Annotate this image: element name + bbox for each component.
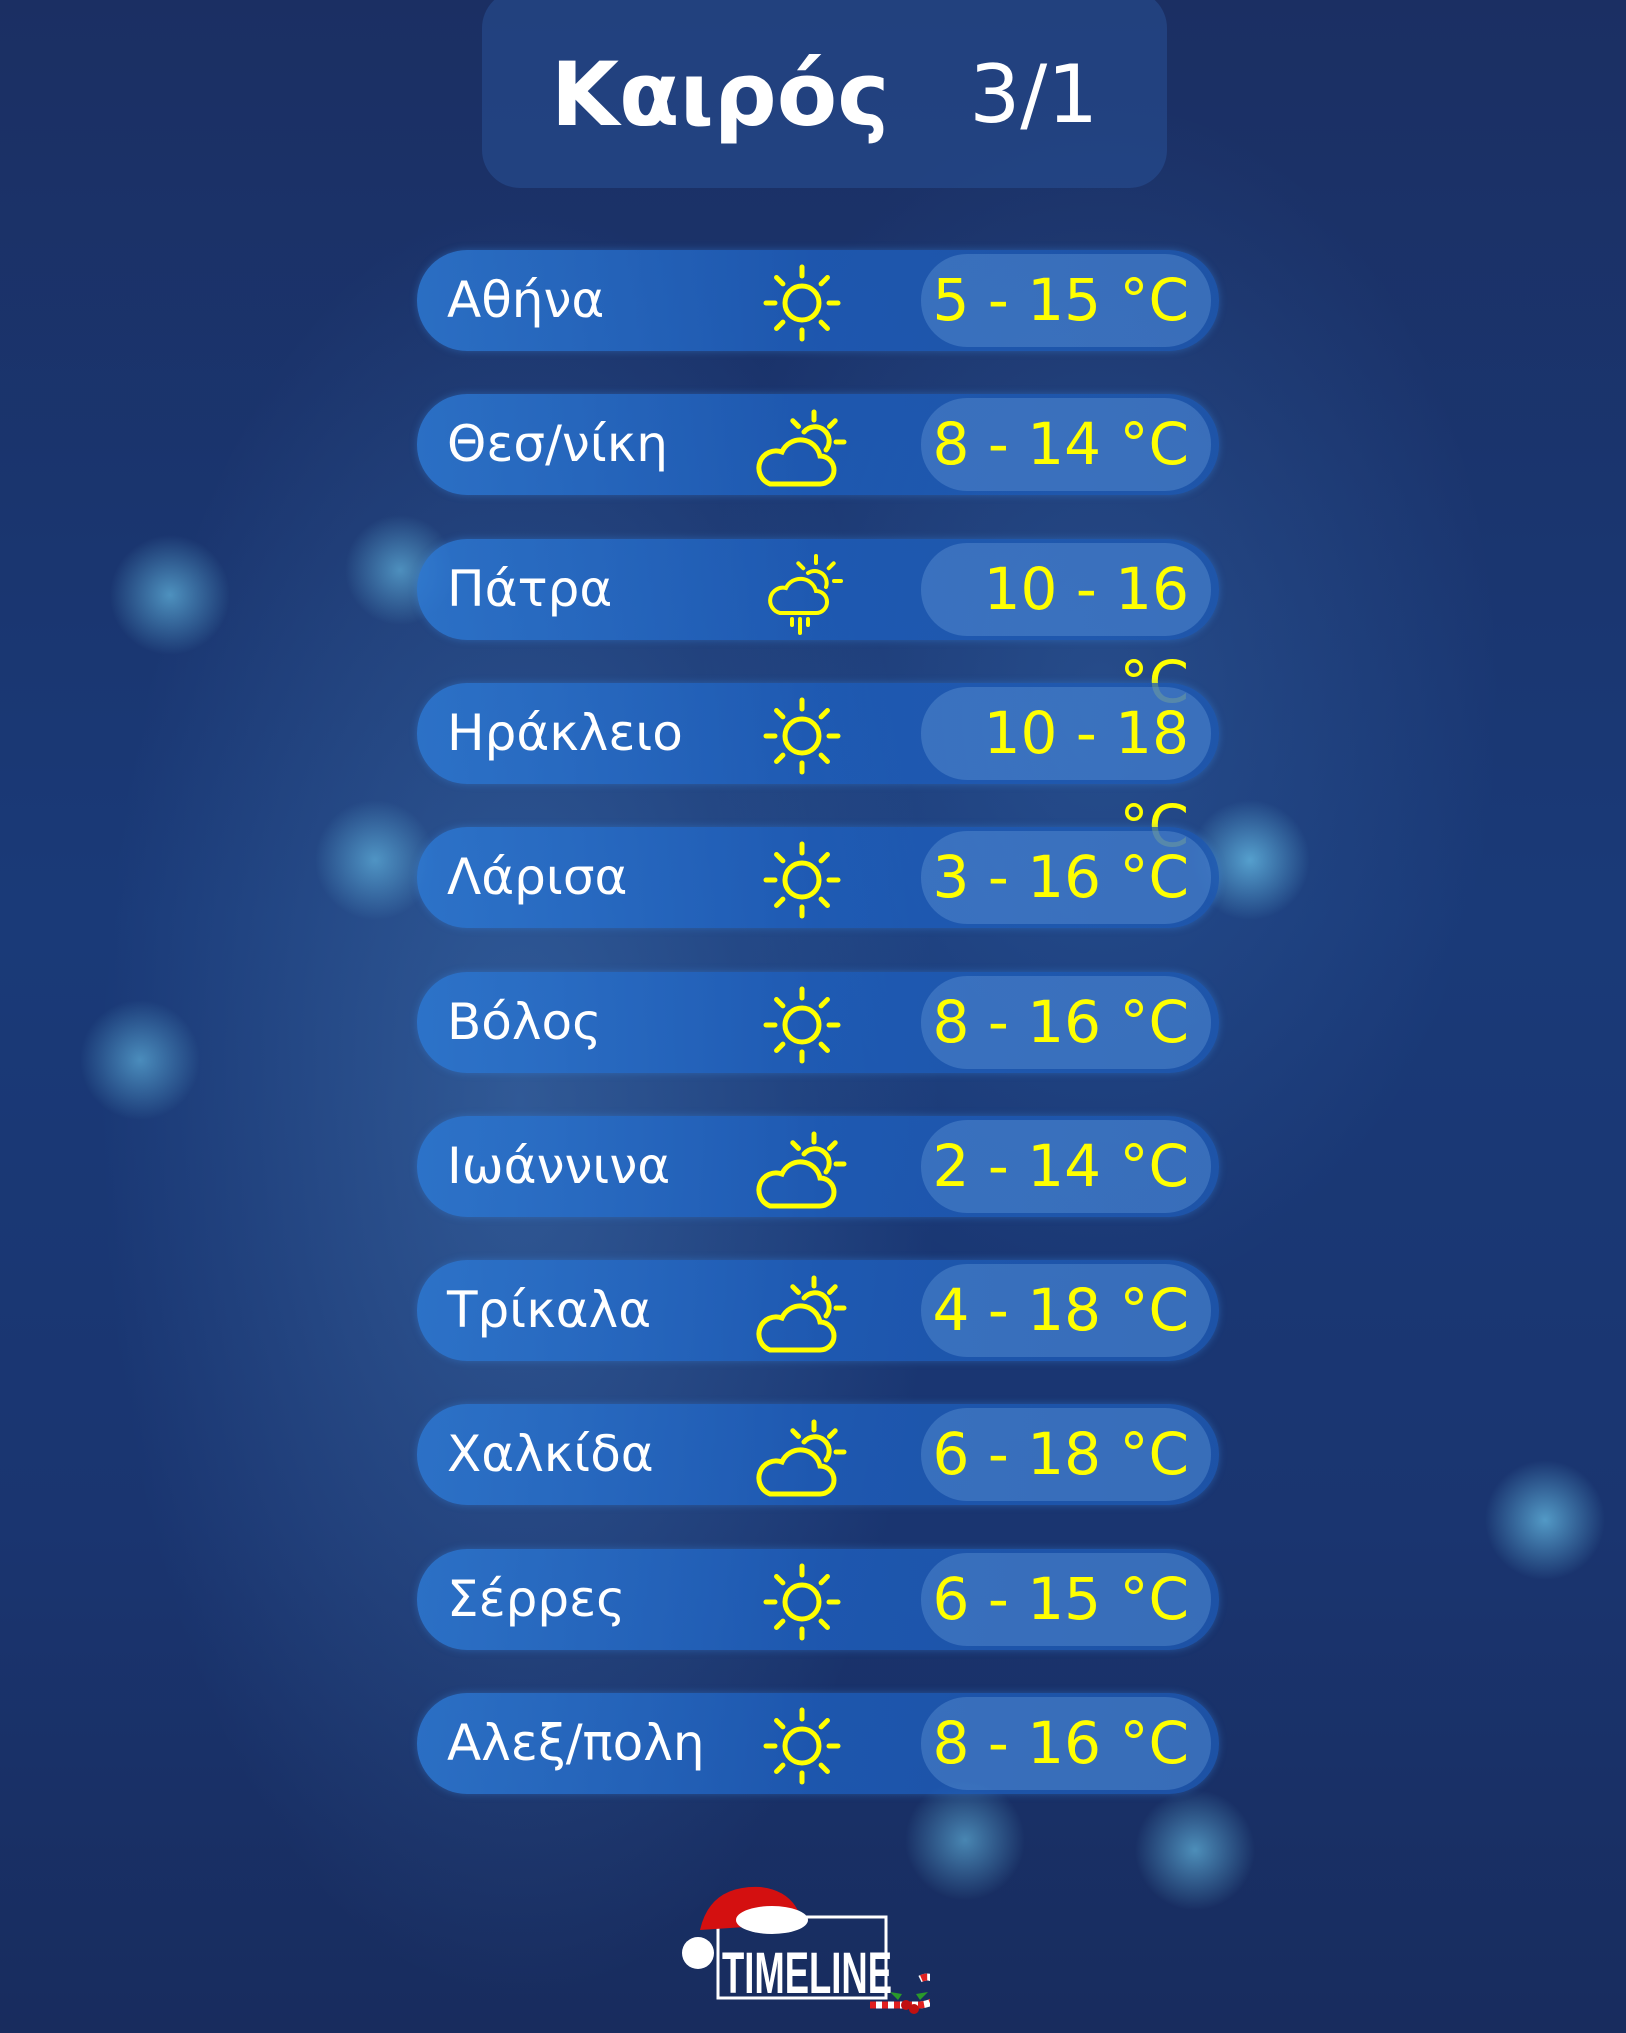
forecast-row: Θεσ/νίκη 8 - 14 °C xyxy=(417,394,1219,496)
forecast-row: Χαλκίδα 6 - 18 °C xyxy=(417,1404,1219,1506)
forecast-row: Αλεξ/πολη 8 - 16 °C xyxy=(417,1693,1219,1794)
forecast-row: Λάρισα 3 - 16 °C xyxy=(417,827,1219,929)
forecast-row: Τρίκαλα 4 - 18 °C xyxy=(417,1260,1219,1362)
temperature-range: 2 - 14 °C xyxy=(921,1119,1211,1213)
sun-icon xyxy=(763,264,841,342)
forecast-row: Ηράκλειο 10 - 18 °C xyxy=(417,682,1219,860)
partly-cloudy-rain-icon xyxy=(768,553,843,635)
city-name: Θεσ/νίκη xyxy=(447,415,668,474)
forecast-row: Πάτρα 10 - 16 °C xyxy=(417,538,1219,716)
forecast-row: Σέρρες 6 - 15 °C xyxy=(417,1548,1219,1650)
sun-icon xyxy=(763,1707,841,1785)
sun-icon xyxy=(763,697,841,775)
logo-text: TIMELINE xyxy=(722,1941,892,2006)
city-name: Ιωάννινα xyxy=(447,1136,671,1195)
temperature-range: 5 - 15 °C xyxy=(921,254,1211,347)
city-name: Ηράκλειο xyxy=(447,703,683,762)
temperature-range: 10 - 18 °C xyxy=(921,686,1211,860)
partly-cloudy-icon xyxy=(756,1131,847,1209)
partly-cloudy-icon xyxy=(756,409,847,487)
forecast-row: Αθήνα 5 - 15 °C xyxy=(417,250,1219,351)
city-name: Λάρισα xyxy=(447,848,628,907)
city-name: Χαλκίδα xyxy=(447,1425,654,1484)
city-name: Βόλος xyxy=(447,992,602,1051)
city-name: Αλεξ/πολη xyxy=(447,1714,705,1772)
temperature-range: 8 - 16 °C xyxy=(921,1697,1211,1790)
temperature-range: 4 - 18 °C xyxy=(921,1264,1211,1358)
city-name: Αθήνα xyxy=(447,271,605,329)
partly-cloudy-icon xyxy=(756,1275,847,1353)
date-label: 3/1 xyxy=(969,47,1099,141)
title-box: Καιρός 3/1 xyxy=(482,0,1167,188)
partly-cloudy-icon xyxy=(756,1419,847,1497)
temperature-range: 10 - 16 °C xyxy=(921,542,1211,716)
forecast-row: Ιωάννινα 2 - 14 °C xyxy=(417,1115,1219,1217)
temperature-range: 6 - 18 °C xyxy=(921,1408,1211,1502)
forecast-row: Βόλος 8 - 16 °C xyxy=(417,971,1219,1073)
timeline-logo: TIMELINE xyxy=(680,1865,943,2015)
temperature-range: 8 - 16 °C xyxy=(921,975,1211,1069)
sun-icon xyxy=(763,986,841,1063)
sun-icon xyxy=(763,841,841,919)
page-title: Καιρός xyxy=(550,42,890,146)
city-name: Τρίκαλα xyxy=(447,1281,652,1340)
sun-icon xyxy=(763,1563,841,1641)
city-name: Σέρρες xyxy=(447,1569,626,1628)
temperature-range: 6 - 15 °C xyxy=(921,1552,1211,1646)
temperature-range: 8 - 14 °C xyxy=(921,398,1211,492)
temperature-range: 3 - 16 °C xyxy=(921,831,1211,925)
city-name: Πάτρα xyxy=(447,559,613,618)
